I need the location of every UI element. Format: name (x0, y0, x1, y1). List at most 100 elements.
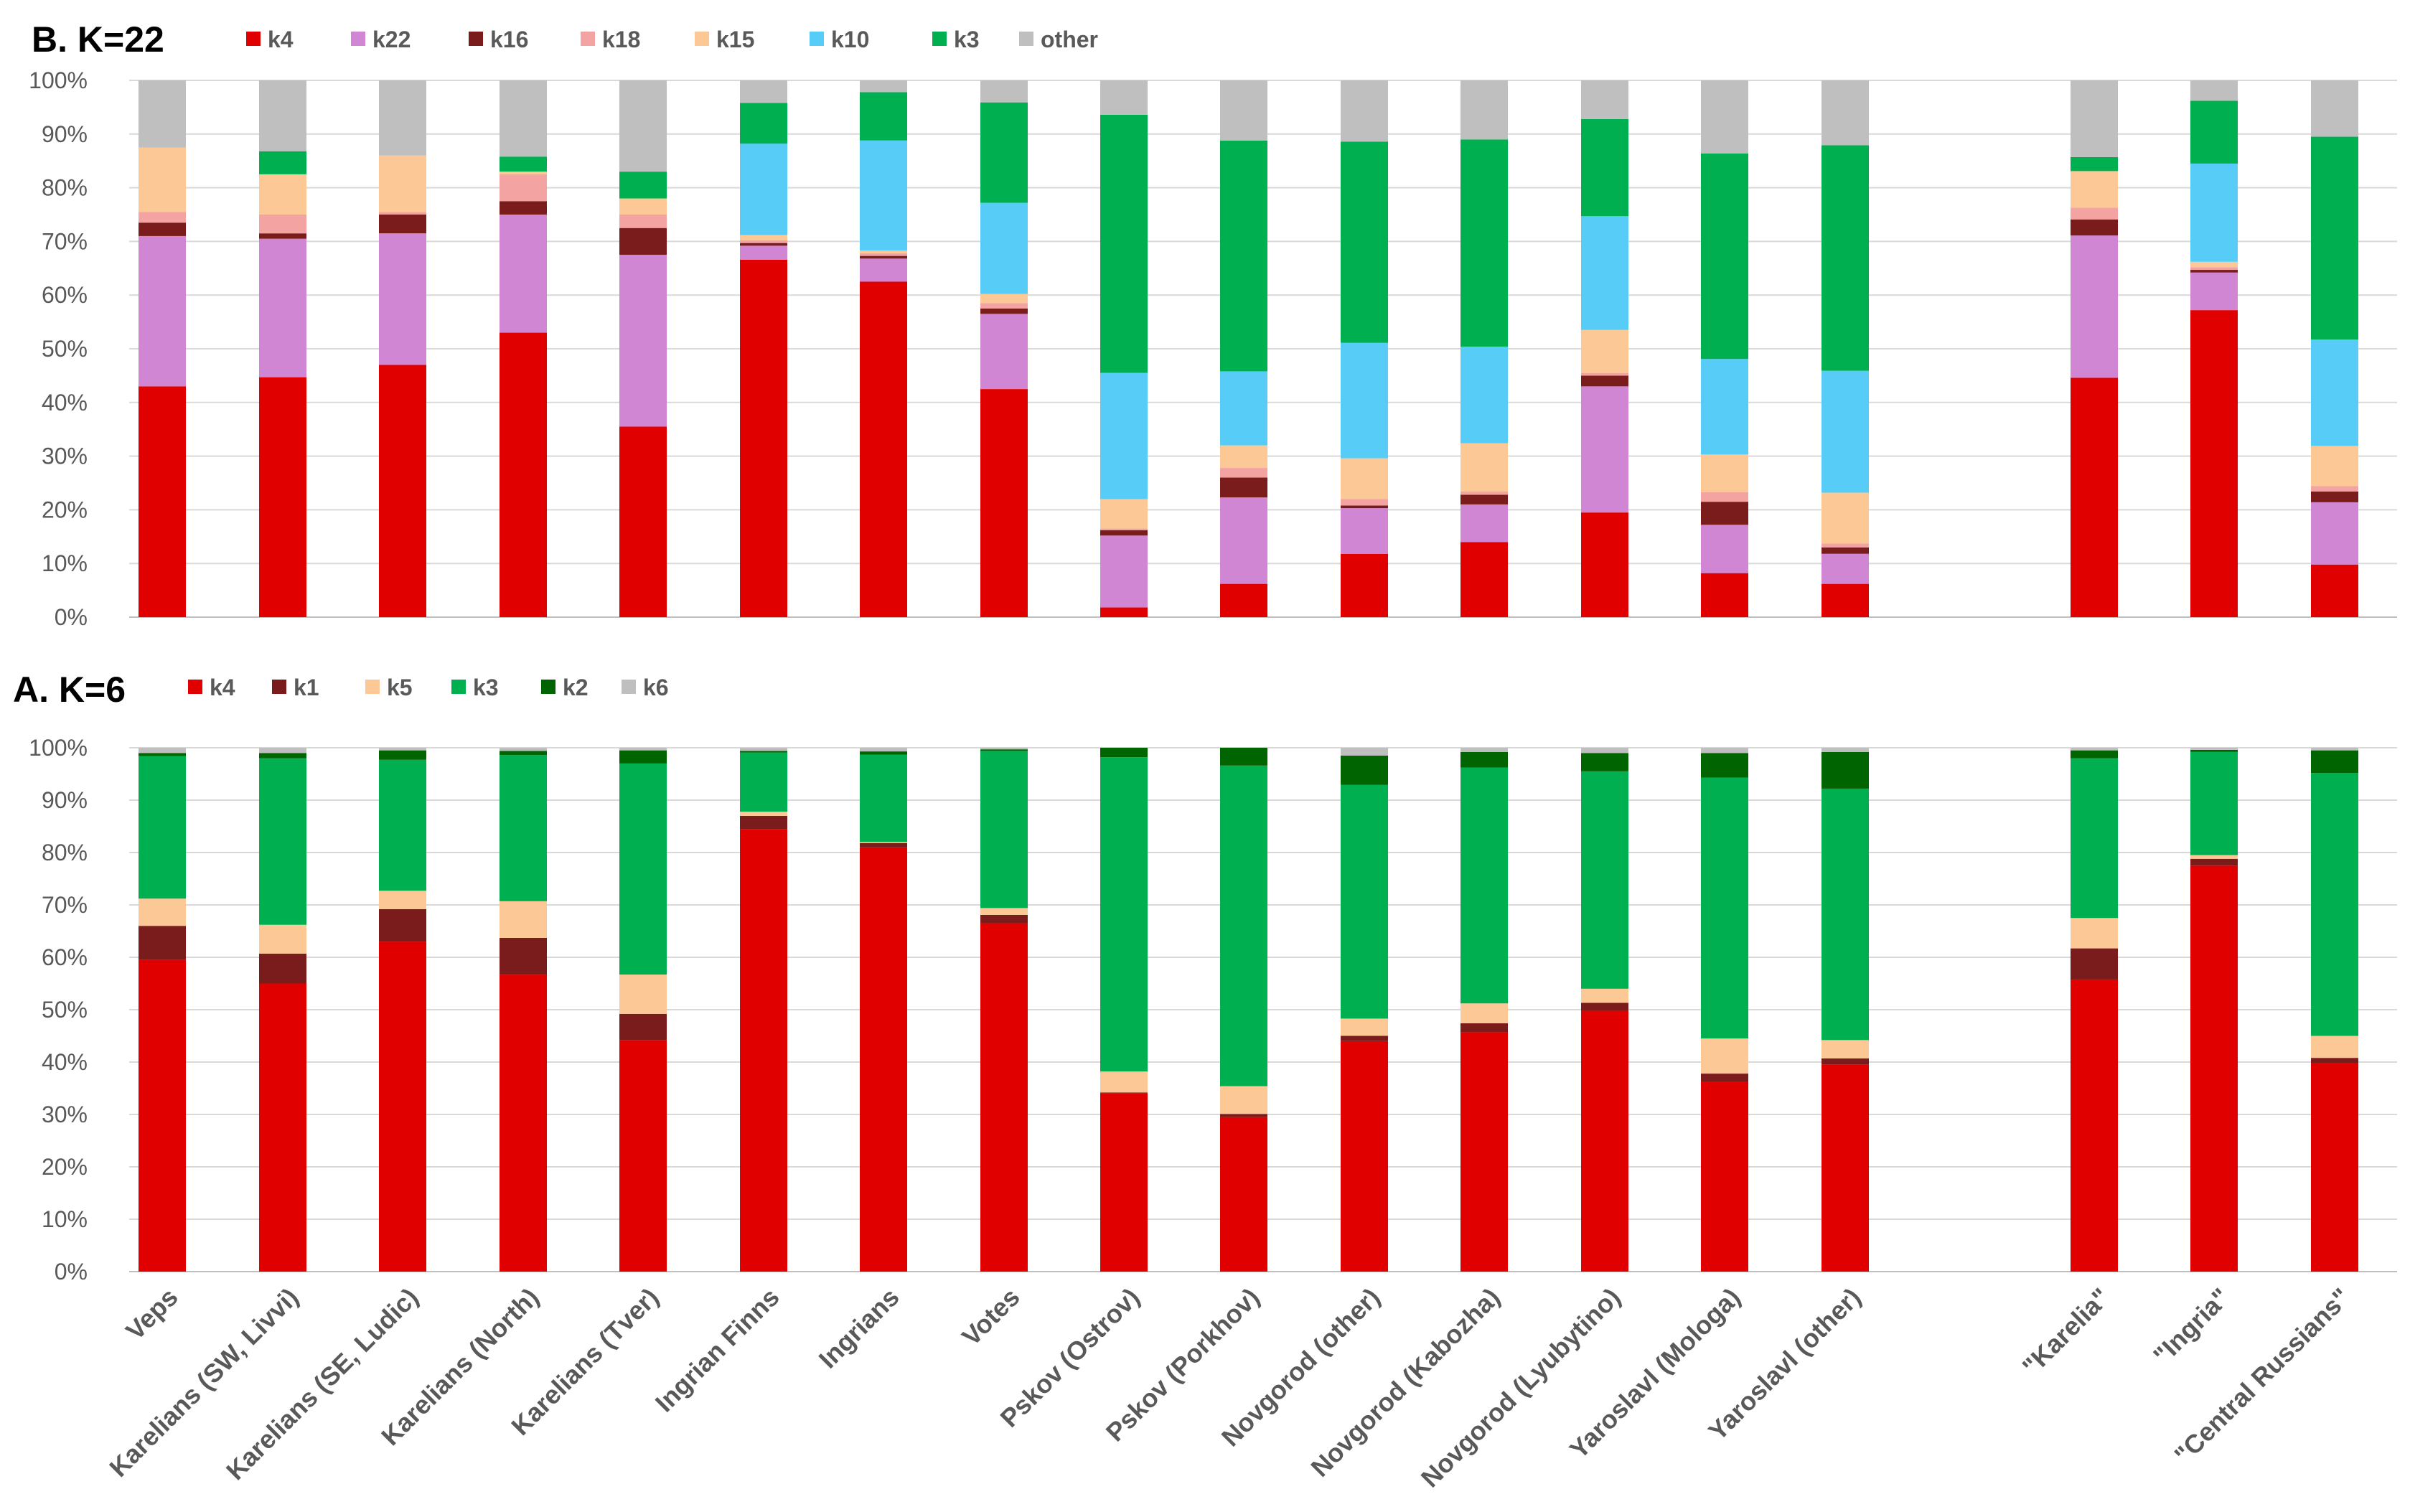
bar-segment-other (980, 80, 1028, 103)
y-tick-label: 50% (42, 336, 88, 362)
bar-segment-k18 (1821, 543, 1869, 548)
bar-segment-k22 (259, 238, 306, 377)
bar-segment-k3 (1821, 788, 1869, 1041)
bar-segment-k18 (1460, 491, 1508, 495)
bar-segment-k3 (1821, 145, 1869, 371)
bar-segment-k4 (1100, 1093, 1148, 1272)
bar-segment-k6 (980, 748, 1028, 750)
legend-k22: k4 k22 k16 k18 k15 k10 k3 other (246, 27, 1098, 52)
bar-segment-k3 (1701, 153, 1748, 360)
legend-label-k2: k2 (563, 675, 589, 700)
bar-segment-k18 (2311, 486, 2358, 492)
bar-segment-k2 (379, 750, 426, 760)
bars-k6 (139, 748, 2358, 1272)
legend-label-k10: k10 (831, 27, 869, 52)
bar-segment-k3 (980, 751, 1028, 908)
bar-segment-k2 (1460, 751, 1508, 768)
bar-segment-k4 (860, 281, 907, 617)
bar-segment-k3 (740, 752, 787, 812)
bar-segment-k3 (259, 151, 306, 174)
bar-segment-k22 (379, 233, 426, 365)
bar-segment-k5 (1701, 1038, 1748, 1074)
bar-segment-k22 (1460, 504, 1508, 543)
legend-label-k3: k3 (954, 27, 980, 52)
bar-segment-k6 (1581, 748, 1628, 753)
legend-label-k15: k15 (716, 27, 754, 52)
bar-segment-other (860, 80, 907, 93)
bar-segment-k2 (1701, 753, 1748, 778)
bar-segment-k3 (619, 172, 667, 199)
bar-segment-k15 (259, 174, 306, 215)
bar-segment-k22 (740, 245, 787, 260)
bar-segment-k1 (139, 926, 186, 960)
y-tick-label: 60% (42, 282, 88, 308)
y-tick-label: 100% (29, 735, 88, 761)
bar-segment-k18 (2071, 207, 2118, 220)
bar-segment-k22 (980, 314, 1028, 390)
bar-segment-k6 (619, 748, 667, 751)
y-tick-label: 10% (42, 550, 88, 576)
bar-segment-k4 (980, 923, 1028, 1272)
bar-segment-k18 (1581, 372, 1628, 376)
bar-segment-k4 (379, 942, 426, 1272)
bar-segment-k3 (379, 759, 426, 891)
bar-segment-other (1460, 80, 1508, 140)
bar-segment-k1 (1821, 1058, 1869, 1065)
bar-segment-k16 (259, 233, 306, 239)
bar-segment-k3 (2190, 751, 2238, 855)
bar-segment-k3 (500, 755, 547, 901)
bar-segment-k4 (1220, 583, 1267, 617)
bar-segment-k4 (740, 259, 787, 617)
bar-segment-k3 (860, 754, 907, 842)
bar-segment-k15 (2071, 171, 2118, 208)
bar-segment-k15 (1701, 454, 1748, 492)
bar-segment-k4 (1701, 573, 1748, 617)
bar-segment-k4 (1701, 1081, 1748, 1272)
bar-segment-k2 (139, 753, 186, 756)
bar-segment-k2 (1220, 748, 1267, 766)
bars-k22 (139, 80, 2358, 617)
bar-segment-k2 (860, 751, 907, 755)
x-tick-label: "Ingria" (2147, 1282, 2235, 1370)
bar-segment-k2 (619, 750, 667, 764)
legend-swatch-k4 (188, 680, 202, 694)
bar-segment-k4 (1341, 1041, 1388, 1272)
bar-segment-k4 (500, 332, 547, 617)
bar-segment-k22 (1581, 386, 1628, 513)
bar-segment-k6 (139, 748, 186, 753)
y-tick-label: 40% (42, 1049, 88, 1075)
bar-segment-k16 (1220, 477, 1267, 498)
bar-segment-k22 (1701, 525, 1748, 573)
bar-segment-k15 (1821, 492, 1869, 544)
bar-segment-k5 (740, 812, 787, 816)
bar-segment-k4 (1220, 1117, 1267, 1272)
bar-segment-k22 (2071, 235, 2118, 378)
bar-segment-k15 (1581, 329, 1628, 373)
bar-segment-k15 (619, 198, 667, 215)
bar-segment-other (1821, 80, 1869, 146)
bar-segment-k1 (740, 815, 787, 830)
bar-segment-k15 (1220, 445, 1267, 469)
bar-segment-k22 (1220, 497, 1267, 584)
bar-segment-k1 (619, 1013, 667, 1041)
bar-segment-k4 (1581, 512, 1628, 617)
bar-segment-k4 (860, 847, 907, 1272)
bar-segment-k3 (1100, 114, 1148, 373)
bar-segment-k4 (2311, 1063, 2358, 1272)
bar-segment-other (740, 80, 787, 103)
legend-swatch-k10 (810, 32, 824, 46)
bar-segment-k5 (619, 975, 667, 1014)
bar-segment-k3 (1581, 118, 1628, 217)
bar-segment-other (2311, 80, 2358, 137)
bar-segment-k15 (1341, 458, 1388, 499)
bar-segment-k4 (2190, 865, 2238, 1272)
bar-segment-k2 (2071, 750, 2118, 759)
bar-segment-k3 (2190, 100, 2238, 164)
bar-segment-other (259, 80, 306, 151)
bar-segment-k18 (980, 303, 1028, 309)
bar-segment-k3 (1220, 765, 1267, 1086)
bar-segment-k6 (379, 748, 426, 751)
chart-title-k22: B. K=22 (32, 19, 164, 60)
x-tick-label: Veps (120, 1282, 183, 1346)
bar-segment-k18 (2190, 267, 2238, 271)
